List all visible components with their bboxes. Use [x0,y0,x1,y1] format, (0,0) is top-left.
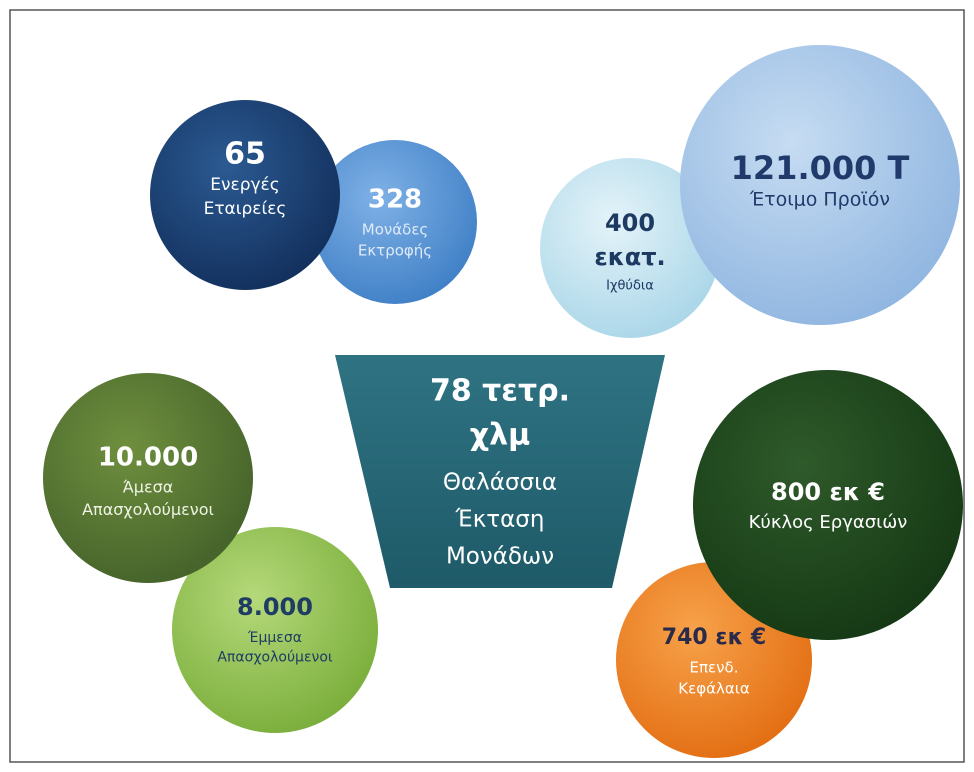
bubble-value: 740 εκ € [662,625,766,650]
frame [9,9,965,763]
bubble [313,140,477,304]
bubble [680,45,960,325]
bubble [43,373,253,583]
center-value: 78 τετρ. [430,374,570,409]
bubble-value: 328 [368,185,422,215]
bubble [693,370,963,640]
bubble [172,527,378,733]
bubble-label: Εταιρείες [204,199,287,219]
bubbles: 328 Μονάδες Εκτροφής 65 Ενεργές Εταιρείες 400 ε… [43,45,963,758]
center-value: χλμ [470,418,530,453]
bubble-value: 8.000 [237,593,313,621]
bubble [540,158,720,338]
bubble-label: Κύκλος Εργασιών [749,512,908,533]
bubble-label: Μονάδες [362,221,428,239]
bubble-label: Απασχολούμενοι [82,500,214,519]
trapezoid [335,355,665,588]
bubble-value: 400 [605,209,655,237]
center-label: Έκταση [455,507,545,533]
bubble-label: Εκτροφής [358,242,432,260]
bubble [150,100,340,290]
bubble-value: 65 [224,137,266,172]
bubble-label: Άμεσα [123,478,174,497]
bubble-label: Απασχολούμενοι [217,650,333,666]
bubble-value: 121.000 Τ [731,149,910,187]
bubble-label: Ιχθύδια [606,279,654,294]
bubble-label: Κεφάλαια [678,680,750,698]
bubble-value: 10.000 [98,443,198,473]
bubble-value: 800 εκ € [771,478,885,506]
center-label: Θαλάσσια [443,470,557,496]
bubble-label: Έτοιμο Προϊόν [749,189,890,211]
bubble-label: Επενδ. [690,659,739,677]
bubble-label: Έμμεσα [247,630,302,646]
center-shape: 78 τετρ. χλμ Θαλάσσια Έκταση Μονάδων [335,355,665,588]
bubble-label: εκατ. [594,243,665,271]
bubble-label: Ενεργές [210,175,279,195]
center-label: Μονάδων [446,544,554,570]
